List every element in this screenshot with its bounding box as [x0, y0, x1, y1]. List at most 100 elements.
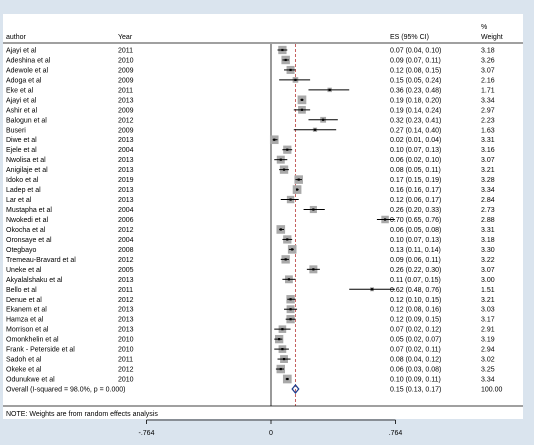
study-author-label: Omonkhelin et al	[6, 337, 59, 344]
study-point	[284, 58, 287, 62]
study-es-label: 0.07 (0.02, 0.12)	[390, 327, 441, 334]
study-author-label: Ejele et al	[6, 147, 37, 154]
study-es-label: 0.17 (0.15, 0.19)	[390, 177, 441, 184]
study-point	[289, 308, 292, 311]
study-es-label: 0.70 (0.65, 0.76)	[390, 217, 441, 224]
study-es-label: 0.09 (0.06, 0.11)	[390, 257, 441, 264]
study-point	[300, 98, 304, 101]
study-weight-label: 3.31	[481, 227, 495, 234]
study-year-label: 2013	[118, 277, 134, 284]
study-point	[281, 48, 284, 52]
study-es-label: 0.02 (0.01, 0.04)	[390, 137, 441, 144]
overall-diamond	[291, 383, 300, 395]
study-es-label: 0.08 (0.05, 0.11)	[390, 167, 441, 174]
study-year-label: 2011	[118, 357, 133, 364]
study-weight-label: 2.94	[481, 347, 495, 354]
study-es-label: 0.19 (0.14, 0.24)	[390, 107, 441, 114]
study-weight-label: 3.18	[481, 48, 495, 55]
study-year-label: 2011	[118, 48, 133, 55]
study-author-label: Diwe et al	[6, 137, 37, 144]
study-author-label: Ashir et al	[6, 107, 38, 114]
study-es-label: 0.09 (0.07, 0.11)	[390, 57, 441, 64]
study-rows: Ajayi et al 2011 0.07 (0.04, 0.10) 3.18 Ades…	[6, 44, 503, 406]
study-es-label: 0.36 (0.23, 0.48)	[390, 87, 441, 94]
study-author-label: Morrison et al	[6, 327, 49, 334]
study-point	[281, 348, 284, 351]
study-weight-label: 3.18	[481, 237, 495, 244]
study-author-label: Ekanem et al	[6, 307, 47, 314]
x-axis-tick-label: .764	[389, 430, 403, 437]
study-es-label: 0.16 (0.16, 0.17)	[390, 187, 441, 194]
study-year-label: 2013	[118, 157, 134, 164]
study-weight-label: 3.07	[481, 157, 495, 164]
study-weight-label: 3.19	[481, 337, 495, 344]
study-author-label: Tremeau-Bravard et al	[6, 257, 76, 264]
study-es-label: 0.05 (0.02, 0.07)	[390, 337, 441, 344]
study-year-label: 2010	[118, 337, 134, 344]
study-point	[312, 208, 315, 211]
study-es-label: 0.19 (0.18, 0.20)	[390, 97, 441, 104]
study-author-label: Adeshina et al	[6, 57, 51, 64]
study-year-label: 2013	[118, 197, 134, 204]
study-point	[322, 118, 325, 121]
study-weight-label: 2.97	[481, 107, 495, 114]
study-es-label: 0.06 (0.05, 0.08)	[390, 227, 441, 234]
study-weight-label: 2.73	[481, 207, 495, 214]
study-year-label: 2005	[118, 267, 134, 274]
study-es-label: 0.27 (0.14, 0.40)	[390, 127, 441, 134]
study-es-label: 0.10 (0.07, 0.13)	[390, 237, 441, 244]
study-es-label: 0.08 (0.04, 0.12)	[390, 357, 441, 364]
study-year-label: 2013	[118, 167, 134, 174]
header-weight-line1: %	[481, 24, 487, 31]
study-year-label: 2013	[118, 137, 134, 144]
study-author-label: Sadoh et al	[6, 357, 42, 364]
study-year-label: 2010	[118, 347, 134, 354]
study-year-label: 2006	[118, 217, 134, 224]
study-weight-label: 3.28	[481, 177, 495, 184]
study-weight-label: 1.51	[481, 287, 495, 294]
study-es-label: 0.26 (0.22, 0.30)	[390, 267, 441, 274]
study-author-label: Buseri	[6, 127, 26, 134]
study-author-label: Bello et al	[6, 287, 37, 294]
study-es-label: 0.07 (0.04, 0.10)	[390, 48, 441, 55]
x-axis: -.764 0 .764	[139, 419, 403, 437]
study-es-label: 0.12 (0.08, 0.15)	[390, 67, 441, 74]
study-year-label: 2008	[118, 247, 134, 254]
study-es-label: 0.10 (0.07, 0.13)	[390, 147, 441, 154]
study-point	[291, 248, 294, 251]
study-point	[279, 367, 282, 371]
study-point	[312, 268, 315, 271]
study-es-label: 0.12 (0.10, 0.15)	[390, 297, 441, 304]
overall-es-label: 0.15 (0.13, 0.17)	[390, 386, 441, 393]
study-es-label: 0.15 (0.05, 0.24)	[390, 77, 441, 84]
study-point	[282, 357, 286, 361]
study-weight-label: 3.00	[481, 277, 495, 284]
study-year-label: 2013	[118, 327, 134, 334]
study-author-label: Okeke et al	[6, 367, 42, 374]
study-author-label: Akyalalshaku et al	[6, 277, 63, 284]
study-author-label: Balogun et al	[6, 117, 47, 124]
study-weight-label: 2.88	[481, 217, 495, 224]
study-weight-label: 3.03	[481, 307, 495, 314]
study-weight-label: 2.84	[481, 197, 495, 204]
overall-label: Overall (I-squared = 98.0%, p = 0.000)	[6, 386, 125, 393]
study-point	[297, 178, 300, 181]
study-weight-label: 3.30	[481, 247, 495, 254]
study-point	[289, 318, 292, 321]
study-weight-label: 1.71	[481, 87, 495, 94]
study-point	[282, 168, 286, 171]
footnote: NOTE: Weights are from random effects an…	[6, 411, 158, 418]
study-year-label: 2011	[118, 287, 133, 294]
study-year-label: 2012	[118, 297, 134, 304]
study-es-label: 0.06 (0.02, 0.10)	[390, 157, 441, 164]
study-year-label: 2010	[118, 377, 134, 384]
study-point	[313, 128, 317, 131]
study-author-label: Ajayi et al	[6, 48, 37, 55]
study-point	[279, 158, 282, 161]
study-year-label: 2009	[118, 77, 134, 84]
study-author-label: Nwolisa et al	[6, 157, 46, 164]
header-year: Year	[118, 34, 133, 41]
study-author-label: Idoko et al	[6, 177, 39, 184]
study-point	[286, 377, 289, 381]
header-weight-line2: Weight	[481, 34, 503, 41]
